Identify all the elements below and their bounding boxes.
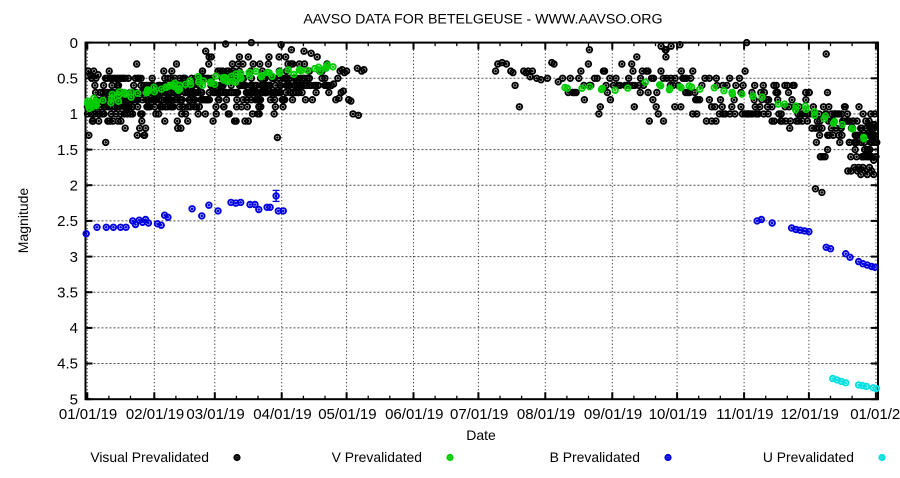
svg-text:10/01/19: 10/01/19: [649, 406, 707, 423]
svg-text:3: 3: [70, 249, 78, 266]
svg-text:0.5: 0.5: [57, 71, 78, 88]
svg-text:01/01/19: 01/01/19: [59, 406, 117, 423]
svg-text:U Prevalidated: U Prevalidated: [763, 449, 854, 465]
svg-text:09/01/19: 09/01/19: [584, 406, 642, 423]
svg-text:Visual Prevalidated: Visual Prevalidated: [90, 449, 209, 465]
svg-text:01/01/20: 01/01/20: [850, 406, 900, 423]
svg-text:4.5: 4.5: [57, 356, 78, 373]
svg-text:1: 1: [70, 106, 78, 123]
svg-text:02/01/19: 02/01/19: [126, 406, 184, 423]
svg-text:1.5: 1.5: [57, 142, 78, 159]
svg-text:03/01/19: 03/01/19: [186, 406, 244, 423]
svg-text:AAVSO DATA FOR BETELGEUSE - WW: AAVSO DATA FOR BETELGEUSE - WWW.AAVSO.OR…: [303, 12, 662, 28]
svg-text:2.5: 2.5: [57, 213, 78, 230]
svg-text:11/01/19: 11/01/19: [716, 406, 773, 423]
svg-text:05/01/19: 05/01/19: [318, 406, 376, 423]
svg-text:2: 2: [70, 177, 78, 194]
svg-text:V Prevalidated: V Prevalidated: [332, 449, 422, 465]
svg-text:4: 4: [70, 320, 78, 337]
svg-text:04/01/19: 04/01/19: [253, 406, 311, 423]
svg-text:08/01/19: 08/01/19: [517, 406, 575, 423]
svg-text:Date: Date: [466, 427, 496, 443]
svg-text:07/01/19: 07/01/19: [450, 406, 508, 423]
svg-text:0: 0: [70, 35, 78, 52]
svg-text:06/01/19: 06/01/19: [385, 406, 443, 423]
svg-text:B Prevalidated: B Prevalidated: [550, 449, 640, 465]
svg-text:12/01/19: 12/01/19: [781, 406, 839, 423]
svg-text:5: 5: [70, 391, 78, 408]
svg-text:Magnitude: Magnitude: [15, 188, 31, 254]
svg-text:3.5: 3.5: [57, 284, 78, 301]
